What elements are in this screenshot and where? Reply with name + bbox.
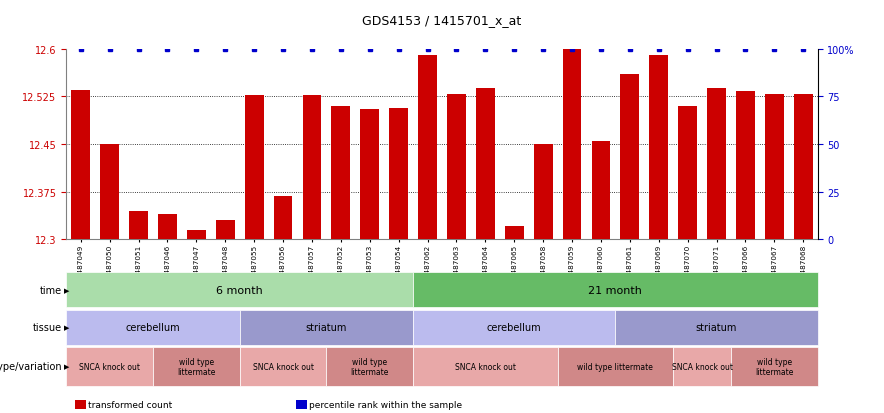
Text: percentile rank within the sample: percentile rank within the sample [309,400,462,409]
Text: SNCA knock out: SNCA knock out [455,362,516,371]
Text: 21 month: 21 month [589,285,643,295]
Text: ▶: ▶ [64,287,69,293]
Bar [274,197,293,240]
Bar [621,75,639,240]
Text: genotype/variation: genotype/variation [0,361,62,372]
Bar [650,56,668,240]
Text: striatum: striatum [696,322,737,332]
Bar [302,96,322,240]
Text: striatum: striatum [306,322,347,332]
Bar [100,145,119,240]
Text: wild type littermate: wild type littermate [577,362,653,371]
Bar [591,141,610,240]
Bar [794,95,812,240]
Bar [418,56,437,240]
Text: wild type
littermate: wild type littermate [177,357,216,376]
Bar [129,211,148,240]
Bar [736,91,755,240]
Text: GDS4153 / 1415701_x_at: GDS4153 / 1415701_x_at [362,14,522,27]
Bar [447,95,466,240]
Bar [332,107,350,240]
Bar [216,221,234,240]
Text: ▶: ▶ [64,324,69,330]
Bar [389,109,408,240]
Bar [245,96,263,240]
Text: time: time [40,285,62,295]
Bar [187,230,206,240]
Text: transformed count: transformed count [88,400,172,409]
Text: SNCA knock out: SNCA knock out [80,362,141,371]
Bar [765,95,784,240]
Text: SNCA knock out: SNCA knock out [672,362,733,371]
Text: SNCA knock out: SNCA knock out [253,362,314,371]
Text: tissue: tissue [33,322,62,332]
Text: wild type
littermate: wild type littermate [755,357,794,376]
Bar [678,107,697,240]
Bar [562,50,582,240]
Text: cerebellum: cerebellum [126,322,180,332]
Bar [72,91,90,240]
Text: cerebellum: cerebellum [487,322,542,332]
Text: wild type
littermate: wild type littermate [351,357,389,376]
Text: 6 month: 6 month [217,285,263,295]
Text: ▶: ▶ [64,363,69,370]
Bar [505,227,523,240]
Bar [534,145,552,240]
Bar [361,110,379,240]
Bar [476,89,495,240]
Bar [707,89,726,240]
Bar [158,214,177,240]
